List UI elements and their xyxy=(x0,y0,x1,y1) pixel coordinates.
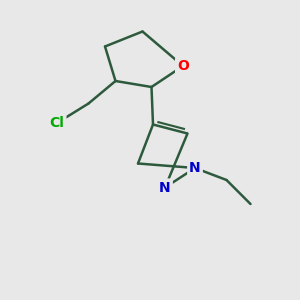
Text: N: N xyxy=(159,181,171,194)
Text: Cl: Cl xyxy=(50,116,64,130)
Text: N: N xyxy=(189,161,201,175)
Text: O: O xyxy=(177,59,189,73)
